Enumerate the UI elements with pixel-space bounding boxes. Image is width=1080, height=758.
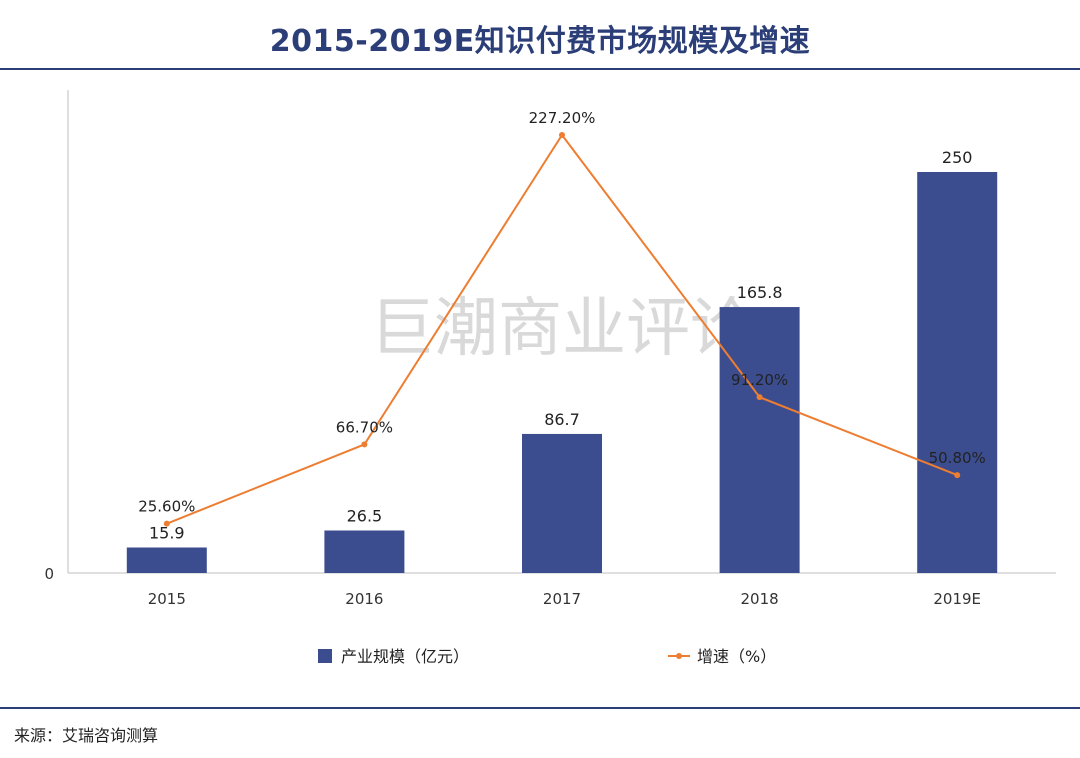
x-tick-label: 2015 [148,590,186,608]
bar-value-label: 15.9 [149,523,185,542]
bar [917,172,997,573]
x-tick-label: 2018 [741,590,779,608]
chart: 巨潮商业评论 0 2015 2016 2017 2018 2019E 15.9 26.5 86… [0,0,1080,700]
bar-value-label: 165.8 [737,283,783,302]
x-tick-label: 2019E [933,590,981,608]
growth-value-label: 25.60% [138,498,195,516]
bar-value-label: 26.5 [347,506,383,525]
bar [720,307,800,573]
x-tick-label: 2016 [345,590,383,608]
growth-point [757,394,763,400]
growth-value-label: 227.20% [529,109,596,127]
growth-value-label: 66.70% [336,418,393,436]
legend-bar-swatch [318,649,332,663]
y-tick-label: 0 [44,565,54,583]
bar-value-label: 86.7 [544,410,580,429]
bar-value-label: 250 [942,148,973,167]
legend-line-marker [676,653,682,659]
watermark-layer: 巨潮商业评论 [370,292,754,366]
growth-point [954,472,960,478]
growth-point [559,132,565,138]
source-note: 来源：艾瑞咨询测算 [14,722,158,746]
growth-point [361,441,367,447]
watermark-text: 巨潮商业评论 [370,292,754,366]
legend-bar-label: 产业规模（亿元） [341,647,469,666]
bar [522,434,602,573]
growth-value-label: 50.80% [929,449,986,467]
legend: 产业规模（亿元） 增速（%） [318,647,776,666]
bar [324,530,404,573]
growth-value-label: 91.20% [731,371,788,389]
footer-divider [0,707,1080,709]
x-tick-label: 2017 [543,590,581,608]
legend-line-label: 增速（%） [697,647,776,666]
bar [127,547,207,573]
bar-series [127,172,997,573]
